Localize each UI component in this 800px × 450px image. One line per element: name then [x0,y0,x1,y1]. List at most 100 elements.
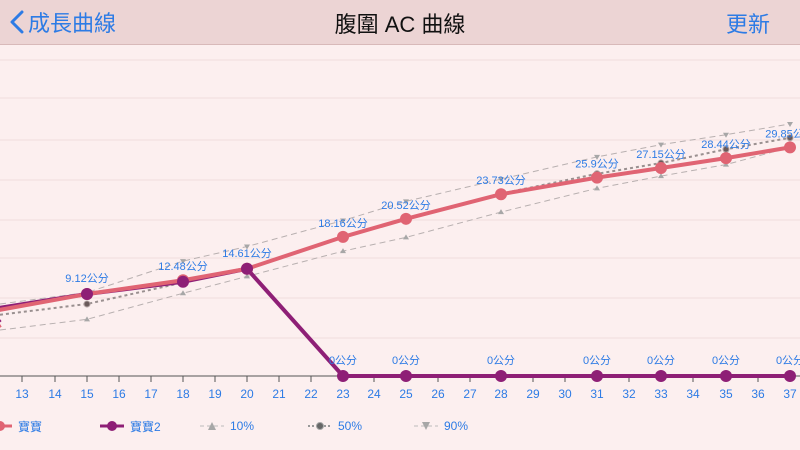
baby2-data-label: 0公分 [647,354,675,367]
back-button[interactable]: 成長曲線 [10,6,116,38]
legend-item-baby2[interactable]: 寶寶2 [100,414,161,438]
p90-point [723,132,729,138]
baby1-data-label: 27.15公分 [636,148,686,161]
baby2-point [81,288,93,301]
legend-marker-p90 [414,422,438,430]
baby2-point [241,262,253,275]
nav-bar: 成長曲線 腹圍 AC 曲線 更新 [0,0,800,45]
x-tick-label: 27 [463,387,477,401]
x-tick-label: 26 [431,387,445,401]
growth-chart: 13 14 15 16 17 18 19 20 21 22 23 24 25 26 27 28 29 30 31 32… [0,59,800,401]
p90-point [340,218,346,224]
x-tick-label: 30 [558,387,572,401]
p10-point [658,173,664,179]
page-title: 腹圍 AC 曲線 [334,12,466,37]
legend-label-baby1: 寶寶 [18,419,43,434]
legend-label-p10: 10% [230,419,255,433]
baby1-data-label: 23.73公分 [476,174,526,187]
p90-line [0,123,791,305]
baby2-data-label: 14.61公分 [222,247,272,260]
baby1-data-label: 20.52公分 [381,199,431,212]
baby2-data-label: 0公分 [712,354,740,367]
baby1-data-label: 29.85公分 [765,127,800,140]
baby2-data-label: 9.12公分 [65,272,108,285]
baby1-point [784,141,796,154]
x-tick-label: 14 [48,387,62,401]
baby2-point [177,275,189,288]
baby1-point [720,152,732,165]
x-tick-label: 31 [590,387,604,401]
x-tick-label: 23 [336,387,350,401]
x-tick-label: 17 [144,387,158,401]
p10-point [340,248,346,254]
chart-legend: 寶寶 寶寶2 10% 50% 90% [0,414,800,438]
x-tick-label: 29 [526,387,540,401]
p10-point [403,234,409,240]
x-tick-label: 21 [272,387,286,401]
p90-point [498,177,504,183]
legend-marker-p50 [308,422,332,430]
x-tick-label: 32 [622,387,636,401]
legend-label-baby2: 寶寶2 [130,419,161,434]
p50-point [786,134,794,142]
baby2-point [337,370,349,382]
p90-point [594,154,600,160]
baby1-point [337,230,349,243]
legend-item-p90[interactable]: 90% [414,414,468,438]
p10-point [498,209,504,215]
baby1-data-label: 18.16公分 [318,217,368,230]
x-tick-label: 20 [240,387,254,401]
baby2-data-label: 0公分 [583,354,611,367]
baby2-point [655,370,667,382]
x-tick-label: 22 [304,387,318,401]
legend-label-p50: 50% [338,419,363,433]
p10-point [594,185,600,191]
refresh-button[interactable]: 更新 [725,12,770,37]
baby1-point [495,188,507,201]
baby2-data-label: 0公分 [487,354,515,367]
legend-marker-baby1 [0,421,12,431]
p90-point [787,121,793,127]
x-tick-label: 25 [399,387,413,401]
x-tick-label: 13 [15,387,29,401]
baby2-point [495,370,507,382]
chevron-left-icon [10,10,24,34]
p90-point [180,259,186,265]
legend-marker-p10 [200,422,224,430]
legend-marker-baby2 [100,421,124,431]
baby1-line [0,145,791,328]
p90-point [244,244,250,250]
back-label: 成長曲線 [28,11,117,36]
p10-line [0,146,791,331]
p10-point [180,290,186,296]
baby2-data-label: 12.48公分 [158,260,208,273]
x-tick-label: 36 [751,387,765,401]
baby1-data-label: 28.44公分 [701,138,751,151]
baby2-point [784,370,796,382]
baby1-data-label: 25.9公分 [575,158,618,171]
baby1-point [591,171,603,184]
p90-point [658,142,664,148]
x-tick-label: 15 [80,387,94,401]
baby2-data-label: 0公分 [776,354,800,367]
p10-point [244,273,250,279]
baby2-data-label: 0公分 [329,354,357,367]
baby2-point [591,370,603,382]
x-tick-label: 33 [654,387,668,401]
legend-item-p10[interactable]: 10% [200,414,254,438]
p50-point [83,300,91,308]
x-tick-label: 24 [367,387,381,401]
x-tick-label: 19 [208,387,222,401]
legend-item-baby1[interactable]: 寶寶 [0,414,42,438]
baby2-data-label: 0公分 [392,354,420,367]
x-tick-label: 35 [719,387,733,401]
x-tick-label: 16 [112,387,126,401]
legend-item-p50[interactable]: 50% [308,414,362,438]
baby1-point [655,162,667,175]
baby2-point [400,370,412,382]
x-tick-label: 18 [176,387,190,401]
p90-point [403,199,409,205]
baby1-point [400,212,412,225]
legend-label-p90: 90% [444,419,469,433]
x-tick-label: 28 [494,387,508,401]
